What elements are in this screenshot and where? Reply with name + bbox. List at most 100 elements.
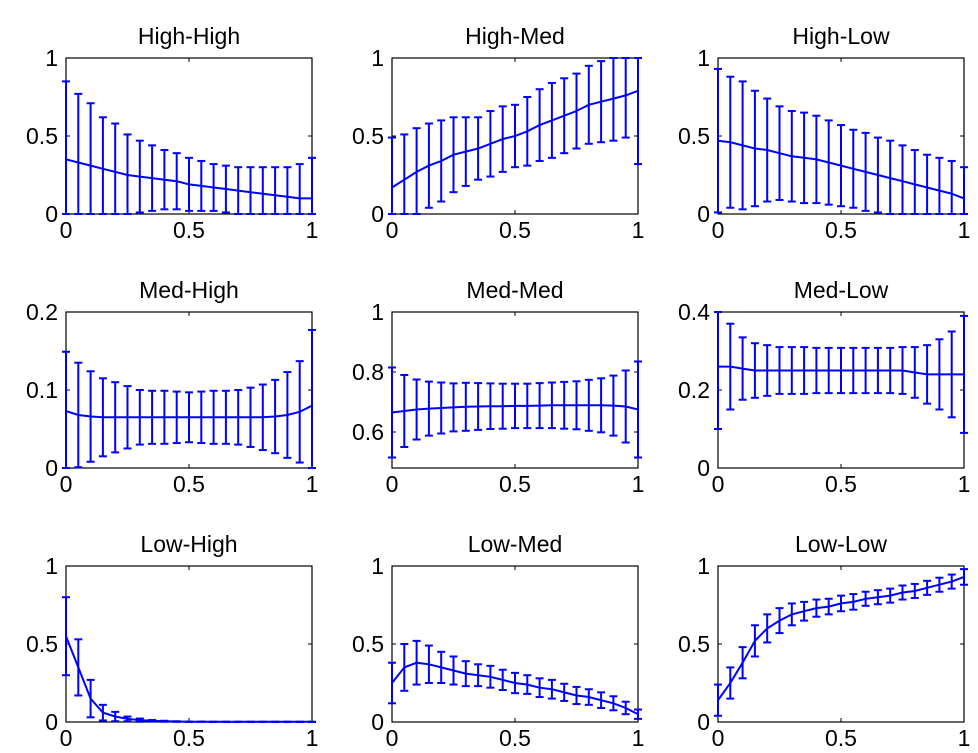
subplot-0: High-High 0 0.5 1 0 0.5 1 — [26, 23, 318, 243]
errorbar — [271, 166, 280, 215]
x-tick-label: 0.5 — [499, 217, 531, 243]
errorbar — [714, 311, 722, 430]
subplot-title: High-High — [138, 23, 240, 49]
errorbar — [86, 102, 95, 215]
series-line — [391, 404, 639, 414]
errorbar — [308, 328, 316, 469]
subplot-8: Low-Low 0 0.5 1 0 0.5 1 — [678, 531, 970, 751]
subplot-7: Low-Med 0 0.5 1 0 0.5 1 — [352, 531, 644, 751]
y-tick-label: 0 — [45, 709, 58, 735]
series-line — [717, 139, 965, 200]
errorbar — [74, 92, 83, 215]
y-tick-label: 0.1 — [26, 377, 58, 403]
subplot-5: Med-Low 0 0.5 1 0 0.2 0.4 — [678, 277, 970, 497]
y-tick-label: 0 — [697, 201, 710, 227]
series-line — [391, 89, 639, 189]
series-line — [65, 635, 312, 723]
x-tick-label: 1 — [632, 217, 645, 243]
y-tick-label: 0 — [371, 201, 384, 227]
x-tick-label: 1 — [306, 725, 319, 751]
y-tick-label: 0.5 — [26, 631, 58, 657]
subplot-title: Low-Med — [468, 531, 563, 557]
x-tick-label: 0 — [60, 725, 73, 751]
y-tick-label: 1 — [45, 553, 58, 579]
y-tick-label: 1 — [697, 553, 710, 579]
axes-frame — [65, 565, 313, 723]
y-tick-label: 0.2 — [26, 299, 58, 325]
errorbar — [246, 166, 255, 215]
series-line — [717, 575, 965, 701]
y-tick-label: 0.5 — [26, 123, 58, 149]
errorbar — [62, 350, 70, 469]
subplot-2: High-Low 0 0.5 1 0 0.5 1 — [678, 23, 970, 243]
errorbar — [960, 166, 968, 215]
errorbar — [111, 122, 120, 215]
y-tick-label: 0.5 — [678, 123, 710, 149]
errorbar — [400, 133, 409, 215]
errorbar — [947, 159, 956, 215]
x-tick-label: 0.5 — [173, 471, 205, 497]
x-tick-label: 0.5 — [499, 725, 531, 751]
y-tick-label: 0.4 — [678, 299, 710, 325]
errorbar — [98, 116, 107, 215]
series-line — [391, 661, 639, 716]
y-tick-label: 1 — [697, 45, 710, 71]
y-tick-label: 1 — [371, 299, 384, 325]
x-tick-label: 0 — [712, 471, 725, 497]
y-tick-label: 1 — [371, 553, 384, 579]
y-tick-label: 0.2 — [678, 377, 710, 403]
y-tick-label: 0.6 — [352, 419, 384, 445]
x-tick-label: 0.5 — [825, 471, 857, 497]
errorbar — [283, 166, 292, 215]
subplot-title: Med-Med — [466, 277, 563, 303]
series-line — [65, 404, 313, 419]
x-tick-label: 1 — [958, 217, 971, 243]
x-tick-label: 1 — [958, 725, 971, 751]
y-tick-label: 0 — [45, 201, 58, 227]
errorbar — [295, 163, 304, 215]
errorbar — [258, 166, 267, 215]
x-tick-label: 1 — [632, 725, 645, 751]
errorbar — [910, 149, 919, 215]
y-tick-label: 0.5 — [678, 631, 710, 657]
errorbar — [308, 156, 316, 215]
x-tick-label: 0.5 — [499, 471, 531, 497]
errorbar — [621, 57, 630, 139]
x-tick-label: 0 — [712, 725, 725, 751]
x-tick-label: 0 — [712, 217, 725, 243]
subplot-title: High-Low — [792, 23, 890, 49]
x-tick-label: 0 — [386, 217, 399, 243]
y-tick-label: 0.8 — [352, 359, 384, 385]
subplot-title: Med-Low — [794, 277, 889, 303]
subplot-title: Med-High — [139, 277, 239, 303]
x-tick-label: 0 — [60, 471, 73, 497]
errorbar — [634, 57, 642, 166]
errorbar — [898, 144, 907, 215]
y-tick-label: 1 — [45, 45, 58, 71]
y-tick-label: 0.5 — [352, 631, 384, 657]
subplot-title: Low-High — [140, 531, 237, 557]
y-tick-label: 0 — [697, 709, 710, 735]
errorbar — [62, 80, 70, 215]
x-tick-label: 0 — [386, 725, 399, 751]
subplot-6: Low-High 0 0.5 1 0 0.5 1 — [26, 531, 318, 751]
subplot-4: Med-Med 0 0.5 1 0.6 0.8 1 — [352, 277, 644, 497]
x-tick-label: 1 — [306, 217, 319, 243]
subplot-3: Med-High 0 0.5 1 0 0.1 0.2 — [26, 277, 318, 497]
subplot-1: High-Med 0 0.5 1 0 0.5 1 — [352, 23, 644, 243]
series-line — [65, 158, 312, 200]
errorbar — [935, 156, 944, 215]
errorbar — [388, 136, 396, 215]
x-tick-label: 1 — [306, 471, 319, 497]
series-line — [718, 365, 964, 376]
x-tick-label: 0.5 — [825, 725, 857, 751]
x-tick-label: 1 — [632, 471, 645, 497]
x-tick-label: 0 — [386, 471, 399, 497]
errorbar — [714, 67, 722, 214]
y-tick-label: 0.5 — [352, 123, 384, 149]
y-tick-label: 1 — [371, 45, 384, 71]
y-tick-label: 0 — [697, 455, 710, 481]
x-tick-label: 0 — [60, 217, 73, 243]
errorbar — [923, 153, 932, 215]
